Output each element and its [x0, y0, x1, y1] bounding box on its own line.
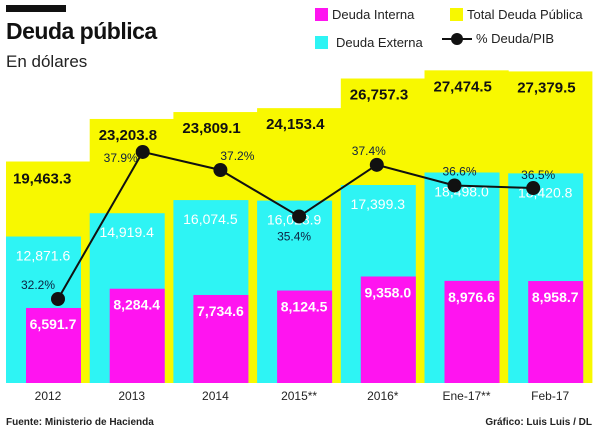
label-pct: 37.9% — [104, 151, 138, 165]
label-total: 23,809.1 — [182, 120, 240, 137]
label-interna: 9,358.0 — [364, 285, 411, 301]
legend-swatch-externa — [315, 36, 328, 49]
bar-interna — [528, 281, 584, 383]
point-pct — [213, 163, 228, 177]
label-total: 27,379.5 — [517, 79, 575, 96]
source-note: Fuente: Ministerio de Hacienda — [6, 417, 154, 428]
label-interna: 8,958.7 — [532, 289, 579, 305]
label-pct: 37.2% — [220, 149, 254, 163]
label-externa: 18,420.8 — [518, 184, 573, 200]
label-interna: 7,734.6 — [197, 303, 244, 319]
credit-note: Gráfico: Luis Luis / DL — [485, 417, 592, 428]
chart-subtitle: En dólares — [6, 52, 88, 71]
label-pct: 37.4% — [352, 144, 386, 158]
bar-interna — [26, 307, 81, 383]
legend-label: % Deuda/PIB — [476, 31, 555, 46]
label-pct: 32.2% — [21, 278, 55, 292]
label-total: 27,474.5 — [434, 78, 492, 95]
point-pct — [51, 292, 65, 306]
label-pct: 36.6% — [442, 164, 476, 178]
label-interna: 8,976.6 — [448, 289, 495, 305]
title-accent-bar — [6, 5, 66, 12]
label-interna: 8,284.4 — [113, 297, 160, 313]
label-externa: 16,074.5 — [183, 211, 238, 227]
point-pct — [135, 144, 150, 159]
legend-line-marker-icon — [442, 32, 472, 45]
bar-interna — [444, 280, 500, 383]
legend-swatch-total — [450, 8, 463, 21]
label-total: 19,463.3 — [13, 171, 71, 188]
point-pct — [292, 209, 307, 224]
bar-interna — [277, 290, 333, 383]
x-tick-label: Feb-17 — [531, 389, 569, 403]
point-pct — [526, 181, 541, 196]
label-total: 26,757.3 — [350, 87, 408, 104]
bar-interna — [109, 288, 165, 383]
label-pct: 35.4% — [277, 229, 311, 243]
label-externa: 17,399.3 — [351, 196, 406, 212]
label-externa: 12,871.6 — [16, 248, 71, 264]
x-tick-label: 2014 — [202, 389, 229, 403]
chart-title: Deuda pública — [6, 18, 157, 44]
legend-label: Deuda Externa — [336, 35, 423, 50]
legend-swatch-interna — [315, 8, 328, 21]
legend-item-interna: Deuda Interna — [315, 7, 414, 22]
legend-item-externa: Deuda Externa — [315, 35, 423, 50]
legend-label: Total Deuda Pública — [467, 7, 583, 22]
x-tick-label: 2016* — [367, 389, 399, 403]
label-interna: 6,591.7 — [30, 316, 77, 332]
legend-item-total: Total Deuda Pública — [450, 7, 583, 22]
label-interna: 8,124.5 — [281, 299, 328, 315]
label-externa: 14,919.4 — [99, 224, 154, 240]
legend-label: Deuda Interna — [332, 7, 415, 22]
label-total: 23,203.8 — [99, 127, 157, 144]
x-tick-label: 2013 — [118, 389, 145, 403]
label-pct: 36.5% — [521, 168, 555, 182]
bar-interna — [193, 294, 249, 383]
x-tick-label: 2012 — [35, 389, 62, 403]
legend-item-pct: % Deuda/PIB — [442, 31, 554, 46]
x-tick-label: 2015** — [281, 389, 317, 403]
point-pct — [447, 178, 462, 193]
bar-interna — [360, 276, 416, 383]
point-pct — [369, 157, 384, 172]
x-tick-label: Ene-17** — [442, 389, 490, 403]
label-total: 24,153.4 — [266, 116, 325, 133]
